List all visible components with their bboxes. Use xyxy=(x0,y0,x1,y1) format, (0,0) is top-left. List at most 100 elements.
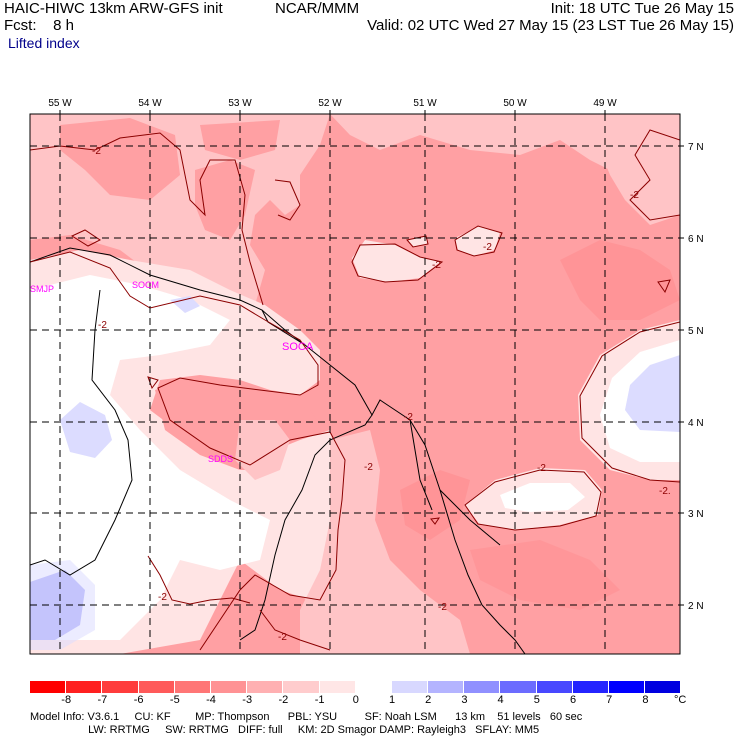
graticule xyxy=(30,114,680,654)
contour-small-north xyxy=(406,235,429,248)
border-guyana-suriname xyxy=(30,289,133,576)
map-frame xyxy=(29,113,681,655)
color-scale-label: -1 xyxy=(314,694,325,706)
contour-label: -2 xyxy=(432,260,441,271)
color-scale-bar xyxy=(30,681,682,693)
contour-island xyxy=(351,243,444,283)
contour-label: -2 xyxy=(483,242,492,253)
region-positive1-far-east xyxy=(625,355,680,432)
shaded-field xyxy=(30,114,680,654)
contour-label: -2 xyxy=(92,146,101,157)
color-scale-unit: °C xyxy=(674,694,687,706)
color-scale-label: 5 xyxy=(533,694,540,706)
model-info-line1: Model Info: V3.6.1 CU: KF MP: Thompson P… xyxy=(30,711,583,723)
model-title: HAIC-HIWC 13km ARW-GFS init xyxy=(4,0,223,17)
contour-label: -2. xyxy=(659,486,671,497)
region-minus1-island-small xyxy=(408,236,428,247)
region-positive1-north xyxy=(170,296,200,313)
color-scale-label: -5 xyxy=(169,694,180,706)
region-minus2-east-patch xyxy=(600,130,680,225)
lat-label: 4 N xyxy=(688,418,704,429)
color-scale-swatch xyxy=(428,681,465,693)
field-name: Lifted index xyxy=(8,35,80,51)
color-scale-swatch xyxy=(500,681,537,693)
lon-label: 50 W xyxy=(503,98,527,109)
color-scale-label: -4 xyxy=(206,694,216,706)
lat-label: 6 N xyxy=(688,234,704,245)
color-scale-label: -6 xyxy=(133,694,144,706)
lon-label: 51 W xyxy=(413,98,437,109)
forecast-hour: Fcst: 8 h xyxy=(4,17,75,34)
color-scale-swatch xyxy=(464,681,501,693)
contour-label: -2 xyxy=(158,592,167,603)
color-scale-label: 8 xyxy=(642,694,649,706)
right-ticks xyxy=(680,145,684,606)
color-scale-swatch xyxy=(609,681,646,693)
color-scale-swatch xyxy=(210,681,248,693)
color-scale-label: 6 xyxy=(569,694,577,706)
contours-minus2 xyxy=(30,129,680,651)
lon-label: 52 W xyxy=(318,98,342,109)
color-scale-label: -2 xyxy=(278,694,289,706)
lat-label: 5 N xyxy=(688,326,704,337)
lat-label: 3 N xyxy=(688,509,704,520)
contour-low-marker-2 xyxy=(657,279,671,294)
contour-label: -2 xyxy=(630,190,639,201)
contour-label: -2 xyxy=(98,320,107,331)
color-scale-swatch xyxy=(102,681,139,693)
color-scale-swatch xyxy=(355,681,392,693)
color-scale-labels: -8 -7 -6 -5 -4 -3 -2 -1 0 1 2 3 4 5 6 7 8 xyxy=(30,694,700,708)
color-scale-swatch xyxy=(645,681,682,693)
region-positive1-southwest xyxy=(30,560,95,650)
color-scale-swatch xyxy=(247,681,284,693)
region-minus3-darker-se xyxy=(470,540,620,610)
region-minus3-darker-south xyxy=(400,470,470,540)
color-scale-label: -3 xyxy=(242,694,253,706)
color-scale-label: -8 xyxy=(61,694,72,706)
color-scale-label: 1 xyxy=(388,694,396,706)
station-soca: SOCA xyxy=(282,341,314,353)
lon-label: 55 W xyxy=(48,98,72,109)
station-socm: SOCM xyxy=(132,280,159,290)
region-minus2-south xyxy=(300,430,470,654)
color-scale-swatch xyxy=(30,681,67,693)
border-brazil-east-river xyxy=(409,419,433,511)
contour-label: -2 xyxy=(404,412,413,423)
color-scale-swatch xyxy=(319,681,356,693)
contour-small-nw xyxy=(70,229,101,247)
contour-label: -2 xyxy=(438,602,447,613)
latitude-labels: 7 N 6 N 5 N 4 N 3 N 2 N xyxy=(688,142,704,612)
station-labels: SMJP SOCM SOCA SDDS xyxy=(30,280,314,464)
valid-time: Valid: 02 UTC Wed 27 May 15 (23 LST Tue … xyxy=(367,17,734,34)
station-sdds: SDDS xyxy=(208,454,233,464)
color-scale-label: -7 xyxy=(97,694,108,706)
lon-label: 54 W xyxy=(138,98,162,109)
coast-amapa xyxy=(439,489,501,546)
contour-low-marker-3 xyxy=(430,517,441,525)
color-scale-swatch xyxy=(66,681,103,693)
contour-northwest xyxy=(30,132,264,306)
color-scale-label: 2 xyxy=(425,694,432,706)
contour-island-east xyxy=(454,225,503,257)
model-info-line2: LW: RRTMG SW: RRTMG DIFF: full KM: 2D Sm… xyxy=(30,724,540,736)
contour-label: -2 xyxy=(278,632,287,643)
contour-north-center xyxy=(274,179,301,221)
color-scale-label: 0 xyxy=(352,694,359,706)
init-time: Init: 18 UTC Tue 26 May 15 xyxy=(550,0,734,17)
color-scale-label: 3 xyxy=(461,694,468,706)
contour-south xyxy=(147,555,251,605)
region-minus2-northeast xyxy=(330,114,680,180)
contour-label: -2 xyxy=(364,462,373,473)
contour-far-east-north xyxy=(629,129,680,221)
contour-west xyxy=(30,251,346,651)
region-zero-east-3n xyxy=(500,483,585,512)
region-positive1-west xyxy=(60,402,112,458)
contour-south-east xyxy=(259,609,331,651)
top-ticks xyxy=(59,110,606,114)
color-scale-swatch xyxy=(536,681,573,693)
lat-label: 7 N xyxy=(688,142,704,153)
contour-far-east xyxy=(579,321,680,483)
color-scale-label: 7 xyxy=(606,694,613,706)
org-label: NCAR/MMM xyxy=(275,0,360,17)
contour-east-3n xyxy=(464,469,602,531)
